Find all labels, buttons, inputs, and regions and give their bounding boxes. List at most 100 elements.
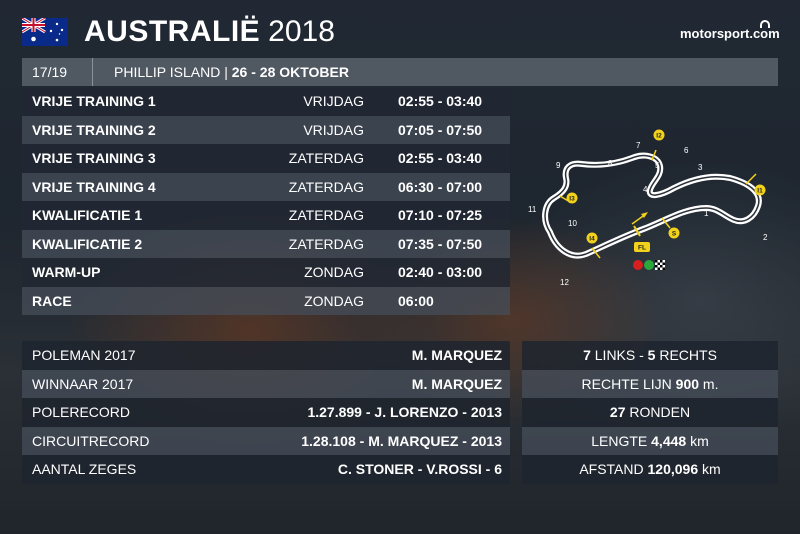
circuit-map-svg: 1 2 3 4 5 6 7 8 9 10 11 12 I1 I2 I3 I4 S… [528, 129, 768, 287]
session-time: 06:00 [398, 292, 434, 309]
session-time: 02:55 - 03:40 [398, 93, 483, 109]
session-row: VRIJE TRAINING 1 VRIJDAG 02:55 - 03:40 [22, 87, 510, 116]
stat-row: POLERECORD 1.27.899 - J. LORENZO - 2013 … [22, 398, 778, 427]
turn-number: 8 [608, 159, 613, 168]
session-name: VRIJE TRAINING 1 [32, 93, 156, 109]
turn-number: 7 [636, 141, 641, 150]
corner-count: 7 LINKS - 5 RECHTS [583, 347, 717, 363]
circuit-info-cell: RECHTE LIJN 900 m. [522, 369, 778, 398]
stat-left-cell: POLERECORD 1.27.899 - J. LORENZO - 2013 [22, 398, 510, 427]
start-light-green [644, 260, 654, 270]
stat-label: WINNAAR 2017 [32, 375, 134, 392]
session-row: VRIJE TRAINING 3 ZATERDAG 02:55 - 03:40 [22, 144, 510, 173]
finish-line [633, 225, 641, 237]
session-day: ZONDAG [304, 292, 364, 309]
session-row: KWALIFICATIE 1 ZATERDAG 07:10 - 07:25 [22, 201, 510, 230]
circuit-info-cell: 7 LINKS - 5 RECHTS [522, 341, 778, 370]
circuit-length: LENGTE 4,448 km [591, 432, 709, 449]
race-statistics: POLEMAN 2017 M. MARQUEZ 7 LINKS - 5 RECH… [22, 341, 778, 484]
stat-left-cell: CIRCUITRECORD 1.28.108 - M. MARQUEZ - 20… [22, 426, 510, 455]
session-row: KWALIFICATIE 2 ZATERDAG 07:35 - 07:50 [22, 229, 510, 258]
turn-number: 12 [560, 278, 569, 287]
intermediate-marker [566, 192, 578, 204]
session-name: VRIJE TRAINING 3 [32, 150, 156, 166]
session-day: ZONDAG [304, 264, 364, 280]
turn-number: 5 [655, 161, 660, 170]
track-outline [542, 152, 762, 259]
session-day: ZATERDAG [288, 178, 364, 195]
stat-row: POLEMAN 2017 M. MARQUEZ 7 LINKS - 5 RECH… [22, 341, 778, 370]
stat-left-cell: AANTAL ZEGES C. STONER - V.ROSSI - 6 [22, 455, 510, 484]
header: AUSTRALIË 2018 motorsport.com [0, 0, 800, 56]
session-time: 07:35 - 07:50 [398, 235, 483, 252]
brand-logo: motorsport.com [680, 20, 780, 41]
sector-line [591, 247, 601, 259]
turn-number: 3 [698, 163, 703, 172]
sector-line [661, 217, 671, 229]
turn-number: 1 [704, 209, 709, 218]
session-day: ZATERDAG [288, 207, 364, 223]
stat-row: AANTAL ZEGES C. STONER - V.ROSSI - 6 AFS… [22, 455, 778, 484]
session-time: 06:30 - 07:00 [398, 178, 483, 195]
brand-arc-icon [760, 20, 770, 28]
brand-name: motorsport.com [680, 26, 780, 41]
svg-text:I4: I4 [589, 236, 595, 243]
stat-row: CIRCUITRECORD 1.28.108 - M. MARQUEZ - 20… [22, 426, 778, 455]
venue-dates: PHILLIP ISLAND | 26 - 28 OKTOBER [114, 64, 349, 80]
session-row: VRIJE TRAINING 4 ZATERDAG 06:30 - 07:00 [22, 172, 510, 201]
session-day: ZATERDAG [288, 150, 364, 166]
intermediate-marker [586, 232, 598, 244]
stat-value: 1.27.899 - J. LORENZO - 2013 [307, 404, 502, 420]
circuit-map: 1 2 3 4 5 6 7 8 9 10 11 12 I1 I2 I3 I4 S… [520, 120, 790, 290]
session-time: 07:05 - 07:50 [398, 121, 483, 138]
stat-value: M. MARQUEZ [411, 375, 502, 392]
session-row: RACE ZONDAG 06:00 [22, 286, 510, 315]
session-day: VRIJDAG [303, 121, 364, 138]
divider [92, 58, 93, 86]
stat-row: WINNAAR 2017 M. MARQUEZ RECHTE LIJN 900 … [22, 369, 778, 398]
stat-value: 1.28.108 - M. MARQUEZ - 2013 [301, 432, 502, 449]
intermediate-marker [754, 184, 766, 196]
svg-text:FL: FL [638, 245, 646, 252]
session-time: 07:10 - 07:25 [398, 207, 483, 223]
stat-value: M. MARQUEZ [411, 347, 502, 363]
sector-line [745, 173, 757, 185]
svg-text:I3: I3 [569, 196, 575, 203]
race-dates: 26 - 28 OKTOBER [231, 64, 349, 80]
svg-text:I1: I1 [757, 188, 763, 195]
australia-flag-icon [22, 18, 68, 46]
session-day: ZATERDAG [288, 235, 364, 252]
race-info-bar: 17/19 PHILLIP ISLAND | 26 - 28 OKTOBER [22, 58, 778, 86]
circuit-info-cell: LENGTE 4,448 km [522, 426, 778, 455]
season-year: 2018 [268, 15, 335, 48]
lap-count: 27 RONDEN [609, 404, 691, 420]
page-title: AUSTRALIË 2018 [84, 14, 335, 50]
intermediate-marker [668, 227, 680, 239]
finish-line-badge [634, 242, 650, 252]
svg-text:S: S [672, 231, 677, 238]
turn-number: 4 [643, 185, 648, 194]
session-name: WARM-UP [32, 264, 101, 280]
session-schedule: VRIJE TRAINING 1 VRIJDAG 02:55 - 03:40 V… [22, 87, 510, 315]
turn-number: 2 [763, 233, 768, 242]
stat-label: CIRCUITRECORD [32, 432, 150, 449]
venue-name: PHILLIP ISLAND | [114, 64, 228, 80]
stat-label: POLERECORD [32, 404, 131, 420]
turn-number: 6 [684, 146, 689, 155]
session-row: WARM-UP ZONDAG 02:40 - 03:00 [22, 258, 510, 287]
session-name: RACE [32, 292, 72, 309]
country-name: AUSTRALIË [84, 15, 261, 48]
straight-length: RECHTE LIJN 900 m. [581, 375, 719, 392]
stat-label: AANTAL ZEGES [32, 461, 137, 477]
round-number: 17/19 [32, 64, 68, 80]
session-name: KWALIFICATIE 2 [32, 235, 143, 252]
session-name: VRIJE TRAINING 4 [32, 178, 156, 195]
svg-text:I2: I2 [656, 133, 662, 140]
intermediate-marker [653, 129, 665, 141]
start-light-red [633, 260, 643, 270]
session-time: 02:40 - 03:00 [398, 264, 483, 280]
session-name: KWALIFICATIE 1 [32, 207, 143, 223]
circuit-info-cell: AFSTAND 120,096 km [522, 455, 778, 484]
sector-line [651, 149, 657, 161]
stat-label: POLEMAN 2017 [32, 347, 136, 363]
